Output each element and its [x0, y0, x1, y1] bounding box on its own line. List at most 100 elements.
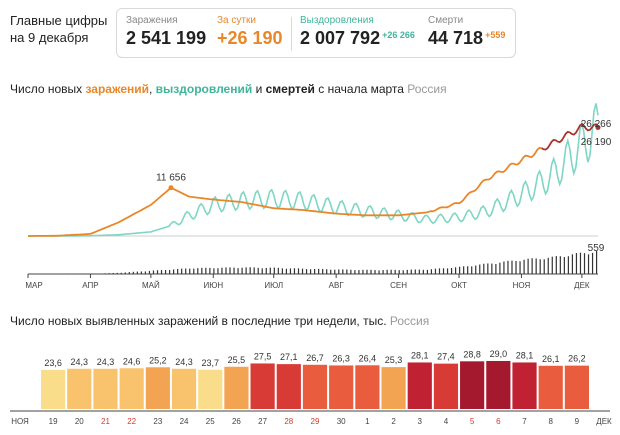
line-chart: 11 656 26 266 26 190 559 МАР АПР МАЙ ИЮН ИЮЛ АВГ С… — [25, 103, 612, 290]
bar-value-label: 24,6 — [123, 356, 141, 366]
x-tick-label: МАЙ — [142, 281, 160, 290]
deaths-bar — [555, 256, 557, 274]
bar — [171, 368, 197, 409]
deaths-bar — [358, 270, 360, 274]
deaths-bar — [297, 268, 300, 274]
x-tick-label: 5 — [470, 417, 475, 426]
x-tick-label: 3 — [418, 417, 423, 426]
x-tick-label: 21 — [101, 417, 110, 426]
deaths-bar — [72, 273, 74, 274]
deaths-label: 559 — [588, 243, 605, 254]
deaths-bar — [209, 267, 211, 274]
stat-deaths: Смерти 44 718 +559 — [428, 15, 505, 49]
stat-daily-value: +26 190 — [217, 28, 283, 48]
deaths-bar — [394, 269, 396, 274]
deaths-bar — [499, 262, 501, 274]
stat-recoveries-delta: +26 266 — [382, 30, 415, 40]
deaths-bar — [233, 267, 235, 274]
deaths-bar — [426, 269, 428, 274]
bar-value-label: 25,5 — [228, 355, 246, 365]
bar-value-label: 25,2 — [149, 355, 167, 365]
deaths-bar — [245, 267, 247, 274]
bar — [329, 365, 354, 409]
bar-value-label: 24,3 — [97, 357, 115, 367]
deaths-bar — [197, 268, 199, 274]
x-tick-label: 28 — [284, 417, 293, 426]
deaths-bar — [450, 268, 453, 274]
bar-value-label: 23,6 — [44, 358, 62, 368]
deaths-bar — [281, 268, 283, 274]
deaths-bar — [140, 271, 142, 274]
bar — [407, 362, 432, 409]
bar — [355, 365, 380, 409]
deaths-bar — [374, 270, 376, 274]
deaths-bar — [193, 268, 195, 274]
stat-recoveries: Выздоровления 2 007 792 +26 266 — [300, 15, 415, 49]
deaths-bar — [305, 269, 308, 274]
deaths-bar — [285, 268, 288, 274]
deaths-bar — [475, 265, 477, 274]
bar — [564, 365, 589, 409]
bar — [119, 368, 144, 409]
deaths-bar — [563, 257, 565, 274]
deaths-bar — [253, 267, 255, 274]
x-tick-label: 7 — [522, 417, 527, 426]
deaths-bar — [390, 269, 392, 274]
chart2-title: Число новых выявленных заражений в после… — [10, 314, 430, 328]
bar-value-label: 26,4 — [359, 353, 377, 363]
bar-value-label: 29,0 — [490, 349, 508, 359]
bar-value-label: 28,1 — [411, 350, 429, 360]
bar — [224, 366, 249, 409]
deaths-bar — [366, 269, 368, 274]
deaths-bar — [418, 269, 420, 274]
deaths-bar — [454, 267, 457, 274]
deaths-bar — [314, 268, 316, 274]
deaths-bar — [173, 269, 175, 274]
deaths-bar — [342, 269, 344, 274]
deaths-bar — [479, 264, 481, 274]
deaths-bar — [378, 270, 380, 274]
deaths-bar — [483, 263, 485, 274]
deaths-bar — [293, 268, 296, 274]
deaths-bar — [68, 273, 70, 274]
bar-value-label: 25,3 — [385, 355, 403, 365]
deaths-bar — [88, 273, 90, 274]
deaths-bar — [438, 268, 441, 274]
bar-value-label: 23,7 — [201, 358, 219, 368]
x-tick-label: 2 — [391, 417, 396, 426]
bar-value-label: 28,1 — [516, 350, 534, 360]
stat-daily-label: За сутки — [217, 15, 256, 26]
deaths-bar — [148, 270, 151, 274]
deaths-bar — [84, 273, 86, 274]
deaths-bar — [164, 270, 167, 274]
x-tick-label: АВГ — [329, 281, 345, 290]
bar-value-label: 24,3 — [71, 357, 89, 367]
deaths-bar — [543, 259, 545, 274]
headline: Главные цифры на 9 декабря — [10, 13, 108, 45]
bar — [198, 369, 223, 409]
deaths-bar — [583, 253, 586, 274]
stat-deaths-value: 44 718 — [428, 28, 484, 48]
deaths-bar — [587, 254, 590, 274]
deaths-bar — [120, 272, 122, 274]
deaths-bar — [551, 256, 553, 274]
bar — [460, 361, 485, 409]
deaths-bar — [225, 267, 227, 274]
deaths-bar — [591, 252, 594, 274]
bar-value-label: 26,1 — [542, 354, 560, 364]
stat-deaths-label: Смерти — [428, 15, 464, 26]
deaths-bar — [410, 269, 412, 274]
deaths-bar — [152, 270, 155, 274]
deaths-bar — [350, 269, 352, 274]
deaths-bar — [217, 268, 219, 274]
bar — [145, 367, 170, 409]
bar-value-label: 26,7 — [306, 353, 324, 363]
deaths-bar — [406, 269, 408, 274]
deaths-bar — [108, 273, 110, 274]
deaths-bar — [434, 268, 437, 274]
deaths-bar — [467, 266, 469, 274]
x-tick-label: АПР — [82, 281, 98, 290]
deaths-bar — [535, 258, 537, 274]
deaths-bar — [144, 271, 147, 274]
bar — [512, 362, 537, 409]
